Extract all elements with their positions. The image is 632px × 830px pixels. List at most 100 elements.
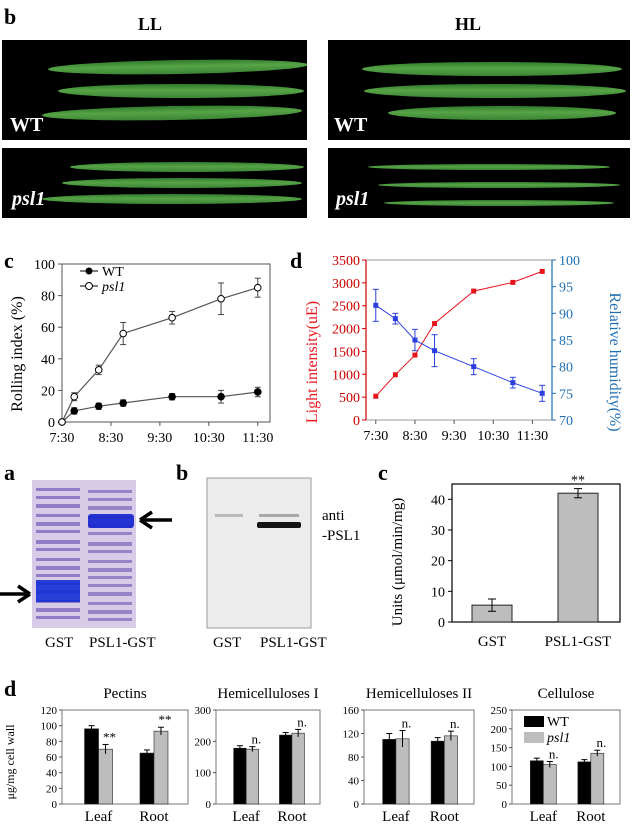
gel-band-gst-lane xyxy=(36,558,80,561)
light-ytick-label: 2500 xyxy=(332,300,360,315)
light-ytick-label: 2000 xyxy=(332,323,360,338)
gel-band-psl1-lane xyxy=(88,560,132,563)
light-xtick-label: 8:30 xyxy=(403,429,428,444)
rolling-xtick-label: 7:30 xyxy=(50,431,75,446)
leaf xyxy=(384,200,614,206)
cell-wall-bar-wt xyxy=(279,734,293,805)
units-ytick-label: 0 xyxy=(438,616,445,631)
leaf xyxy=(368,164,610,170)
gel-band-gst-lane xyxy=(36,514,80,517)
cell-wall-bar-wt xyxy=(530,760,544,805)
rolling-point xyxy=(70,407,79,415)
panel-label-d-top: d xyxy=(290,248,303,273)
gel-band-psl1-lane xyxy=(88,532,132,535)
cell-wall-significance-mark: ** xyxy=(103,729,116,744)
legend-label-psl1: psl1 xyxy=(546,731,570,746)
gel-band-gst-lane xyxy=(36,566,80,570)
cell-wall-ytick-label: 120 xyxy=(41,705,58,717)
gel-band-psl1-lane xyxy=(88,506,132,510)
cell-wall-bar-psl1 xyxy=(98,748,113,805)
gel-band-gst-lane xyxy=(36,504,80,508)
leaf xyxy=(364,84,626,98)
condition-hl: HL xyxy=(455,14,482,34)
units-ytick-label: 40 xyxy=(431,493,445,508)
gel-band-psl1-lane xyxy=(88,618,132,621)
cell-wall-ytick-label: 100 xyxy=(195,768,212,780)
leaf xyxy=(58,84,304,98)
photo-label-psl1-hl: psl1 xyxy=(336,188,370,210)
cell-wall-ytick-label: 100 xyxy=(41,721,58,733)
cell-wall-ytick-label: 0 xyxy=(206,799,212,811)
panel-label-c-top: c xyxy=(4,248,14,273)
gel-band-psl1-lane xyxy=(88,490,132,493)
cell-wall-bar-psl1 xyxy=(395,738,410,805)
gel-band-gst-strong xyxy=(36,580,80,602)
panel-label-d-bottom: d xyxy=(4,676,17,701)
rolling-legend: WT psl1 xyxy=(80,265,125,295)
cell-wall-significance-mark: n. xyxy=(402,716,412,731)
blot-lane-psl1-gst: PSL1-GST xyxy=(260,635,327,650)
photo-label-wt-hl: WT xyxy=(334,114,368,136)
cell-wall-ytick-label: 20 xyxy=(46,783,58,795)
light-ytick-label: 500 xyxy=(339,391,360,406)
leaf xyxy=(388,106,616,120)
cell-wall-ylabel: μg/mg cell wall xyxy=(3,724,17,800)
rolling-point xyxy=(119,329,127,338)
rolling-plot-frame xyxy=(61,263,271,423)
cell-wall-ytick-label: 80 xyxy=(46,736,58,748)
units-xtick-label: GST xyxy=(478,634,506,650)
rolling-point xyxy=(94,402,103,410)
cell-wall-bar-wt xyxy=(139,752,155,805)
light-plot-frame xyxy=(365,259,553,421)
western-blot: anti -PSL1 GST PSL1-GST xyxy=(206,477,360,650)
cell-wall-chart-title: Cellulose xyxy=(538,686,595,702)
gel-band-psl1-lane xyxy=(88,542,132,546)
cell-wall-bar-psl1 xyxy=(153,730,169,805)
cell-wall-xtick-label: Leaf xyxy=(382,809,409,825)
humidity-series-line xyxy=(375,304,543,394)
gel-band-psl1-lane xyxy=(88,568,132,572)
light-ytick-label: 0 xyxy=(353,414,360,429)
humidity-ytick-label: 85 xyxy=(559,334,573,349)
photo-hl-wt: WT xyxy=(328,40,630,140)
gel-band-gst-lane xyxy=(36,574,80,577)
rolling-ytick-label: 60 xyxy=(41,321,55,336)
units-significance-mark: ** xyxy=(571,474,585,489)
cell-wall-ytick-label: 250 xyxy=(491,705,508,717)
humidity-ytick-label: 95 xyxy=(559,281,573,296)
cell-wall-ytick-label: 200 xyxy=(491,724,508,736)
rolling-xtick-label: 8:30 xyxy=(98,431,123,446)
cell-wall-ytick-label: 40 xyxy=(348,776,360,788)
cell-wall-xtick-label: Leaf xyxy=(530,809,557,825)
enzyme-units-chart: Units (μmol/min/mg) 0 10 20 30 40 GST PSL1-GST… xyxy=(390,474,621,650)
cell-wall-charts: μg/mg cell wall Pectins 0 20 40 60 80 100 120 **… xyxy=(3,686,621,825)
legend-label-wt: WT xyxy=(547,715,569,730)
light-humidity-chart: Light intensity(uE) Relative humidity(%)… xyxy=(304,254,623,444)
cell-wall-legend: WT psl1 xyxy=(524,715,570,746)
gel-band-psl1-lane xyxy=(88,592,132,596)
humidity-ytick-label: 70 xyxy=(559,414,573,429)
cell-wall-chart-title: Hemicelluloses II xyxy=(366,686,472,702)
gel-band-psl1-lane xyxy=(88,550,132,553)
cell-wall-plot-frame xyxy=(511,709,621,805)
cell-wall-ytick-label: 160 xyxy=(343,705,360,717)
rolling-point xyxy=(253,283,262,292)
rolling-xtick-label: 11:30 xyxy=(242,431,273,446)
cell-wall-ytick-label: 100 xyxy=(491,761,508,773)
light-point xyxy=(392,372,398,378)
light-point xyxy=(373,393,379,399)
antibody-label-1: anti xyxy=(322,508,345,524)
cell-wall-ytick-label: 60 xyxy=(46,752,58,764)
rolling-xtick-label: 10:30 xyxy=(193,431,225,446)
cell-wall-bar-psl1 xyxy=(590,752,605,805)
arrow-gst-band-icon xyxy=(0,584,31,604)
gel-band-gst-lane xyxy=(36,540,80,544)
rolling-index-chart: Rolling index (%) 0 20 40 60 80 100 7:30 8:30 9:… xyxy=(9,258,273,446)
units-plot-frame xyxy=(451,483,621,623)
humidity-point xyxy=(510,380,516,386)
condition-ll: LL xyxy=(138,14,163,34)
gel-background xyxy=(32,480,136,628)
cell-wall-chart-title: Hemicelluloses I xyxy=(217,686,318,702)
cell-wall-ytick-label: 200 xyxy=(195,736,212,748)
